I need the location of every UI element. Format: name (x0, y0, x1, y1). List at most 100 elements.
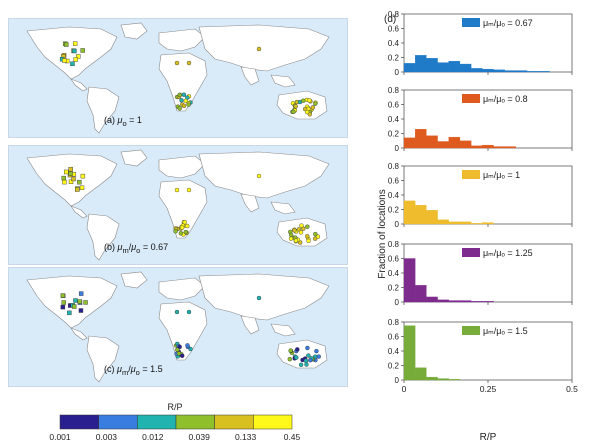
histogram-bar (426, 296, 438, 303)
y-tick-label: 0 (395, 220, 400, 229)
y-tick-label: 0.2 (388, 130, 400, 139)
x-tick-label: 0.5 (566, 384, 578, 394)
histogram-bar (504, 70, 517, 73)
map-marker (306, 353, 311, 358)
map-marker (68, 171, 73, 176)
map-label-a: (a) μo = 1 (104, 115, 142, 128)
map-marker (256, 46, 262, 52)
histogram-bar (403, 325, 416, 381)
map-marker (256, 295, 262, 301)
legend-swatch (462, 170, 480, 179)
y-tick-label: 0.6 (388, 25, 400, 34)
histogram-bar (448, 136, 461, 149)
y-tick-label: 0.4 (388, 115, 400, 124)
y-tick-label: 0.2 (388, 54, 400, 63)
map-marker (186, 102, 191, 107)
histogram-bar (470, 223, 483, 225)
colorbar-segment (175, 414, 215, 430)
map-marker (294, 355, 299, 360)
histogram-bar (448, 60, 461, 73)
y-axis-label: Fraction of locations (377, 189, 388, 279)
world-map-c (26, 271, 330, 383)
y-tick-label: 0.6 (388, 177, 400, 186)
map-marker (299, 223, 304, 228)
land-shape (240, 66, 260, 86)
histogram-bar (403, 137, 416, 149)
colorbar-title: R/P (167, 402, 182, 412)
histogram-bar (426, 376, 438, 381)
map-marker (73, 57, 78, 62)
map-marker (83, 300, 88, 305)
colorbar-tick-label: 0.003 (96, 432, 118, 442)
y-tick-label: 0.8 (388, 10, 400, 19)
land-shape (70, 205, 88, 219)
world-map-b (26, 149, 330, 261)
map-marker (313, 101, 318, 106)
map-label-b: (b) μm/μo = 0.67 (104, 242, 169, 255)
land-shape (86, 213, 120, 261)
histogram-bar (415, 204, 427, 225)
histogram-bar (470, 301, 483, 303)
land-shape (276, 90, 328, 120)
histogram-bar (415, 285, 427, 303)
land-shape (70, 327, 88, 341)
land-shape (26, 275, 118, 329)
land-shape (270, 201, 296, 215)
map-marker (185, 223, 190, 229)
y-tick-label: 0.2 (388, 362, 400, 371)
map-marker (71, 176, 76, 182)
map-marker (301, 98, 306, 103)
y-tick-label: 0.4 (388, 191, 400, 200)
map-marker (77, 299, 83, 304)
map-marker (64, 169, 69, 175)
histogram-group: Fraction of locations R/P 0 0.2 0.4 0.6 0.8 μ… (377, 10, 578, 443)
map-panel-a: (a) μo = 1 (8, 18, 348, 138)
map-marker (62, 58, 67, 63)
y-tick-label: 0.8 (388, 318, 400, 327)
colorbar-segment (253, 414, 293, 430)
map-marker (185, 343, 190, 348)
map-marker (173, 229, 178, 234)
histogram-bar (437, 62, 449, 73)
map-marker (291, 109, 296, 115)
map-marker (174, 60, 180, 66)
x-axis-label: R/P (480, 432, 497, 443)
legend-swatch (462, 326, 480, 335)
y-tick-label: 0.8 (388, 240, 400, 249)
histogram-bar (459, 140, 472, 149)
histogram-bar (470, 145, 483, 149)
y-tick-label: 0 (395, 144, 400, 153)
histogram-bar (415, 128, 427, 149)
map-marker (310, 105, 316, 110)
histogram-bar (538, 71, 550, 73)
map-marker (179, 225, 185, 230)
y-tick-label: 0.2 (388, 284, 400, 293)
histogram-bar (437, 141, 449, 149)
colorbar-segment (98, 414, 138, 430)
legend-label: μₘ/μₒ = 0.67 (483, 18, 533, 28)
map-marker (293, 238, 299, 243)
histogram-bar (482, 68, 494, 73)
colorbar-tick-label: 0.039 (189, 432, 211, 442)
map-marker (305, 234, 310, 239)
histogram-bar (470, 68, 483, 73)
map-marker (303, 358, 309, 363)
land-shape (158, 52, 208, 112)
histogram-bar (493, 69, 505, 73)
map-label-c: (c) μm/μo = 1.5 (104, 364, 163, 377)
map-marker (295, 347, 300, 352)
land-shape (270, 74, 296, 88)
map-marker (174, 187, 180, 193)
map-marker (316, 354, 321, 359)
map-marker (182, 219, 187, 225)
map-marker (287, 356, 292, 362)
map-marker (178, 231, 184, 236)
map-marker (288, 348, 293, 353)
histogram-bar (426, 210, 438, 225)
map-marker (64, 42, 69, 47)
land-shape (158, 301, 208, 361)
legend-label: μₘ/μₒ = 1 (483, 170, 520, 180)
map-marker (60, 304, 66, 310)
x-tick-label: 0.25 (480, 384, 497, 394)
map-marker (72, 304, 77, 309)
